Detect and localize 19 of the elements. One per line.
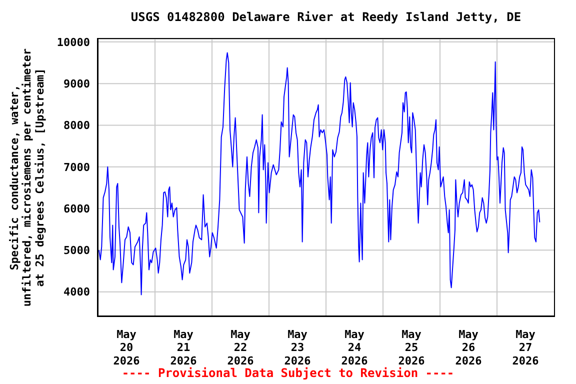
y-tick-label: 6000	[64, 202, 90, 216]
x-tick-label: May 26 2026	[455, 328, 482, 368]
x-tick-label: May 27 2026	[512, 328, 540, 368]
x-tick-label: May 24 2026	[341, 328, 368, 368]
text: ---- Provisional Data Subject to Revision ----	[120, 366, 456, 380]
y-axis-title: Specific conductance, water, unfiltered, microsiemens per centimeter at 25 degrees Celsius, [Upstream]	[8, 48, 46, 307]
x-tick-label: May 21 2026	[170, 328, 198, 368]
y-tick-label: 4000	[64, 286, 90, 299]
line-series	[98, 52, 540, 296]
x-tick-label: May 22 2026	[227, 328, 254, 368]
y-tick-label: 5000	[64, 244, 90, 258]
x-tick-label: May 20 2026	[113, 328, 140, 368]
y-tick-label: 7000	[64, 160, 90, 174]
x-tick-label: May 23 2026	[284, 328, 312, 368]
y-tick-label: 8000	[64, 119, 90, 132]
x-tick-label: May 25 2026	[398, 328, 426, 368]
y-tick-label: 10000	[56, 36, 90, 49]
y-tick-label: 9000	[64, 77, 90, 90]
chart-title: USGS 01482800 Delaware River at Reedy Island Jetty, DE	[130, 10, 522, 24]
